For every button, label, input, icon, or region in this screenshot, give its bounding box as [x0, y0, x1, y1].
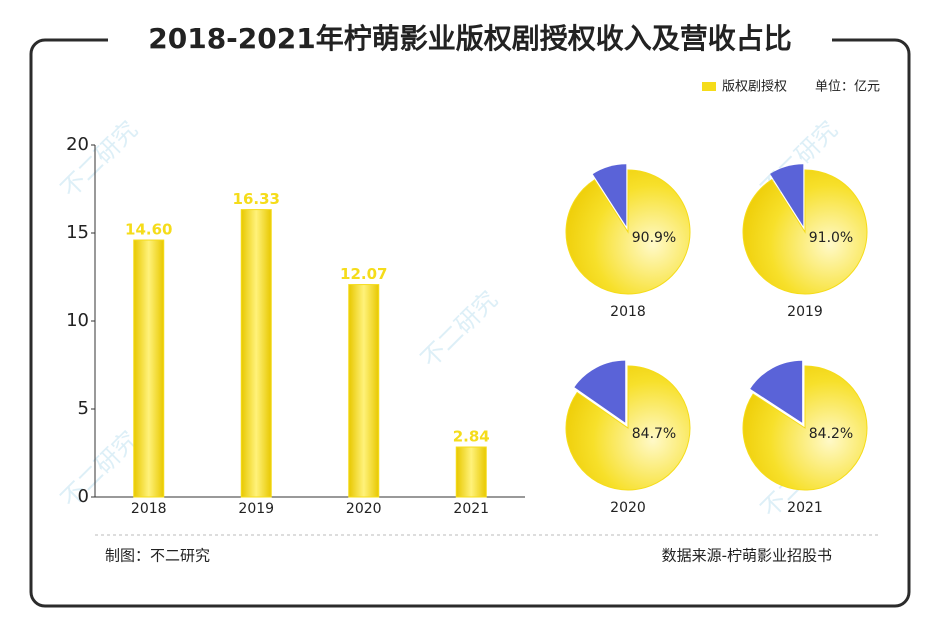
pie-slice — [592, 164, 627, 227]
source: 数据来源-柠萌影业招股书 — [662, 547, 832, 565]
y-tick-label: 5 — [78, 398, 89, 419]
pie-slice — [742, 365, 868, 491]
watermark: 不二研究 — [415, 285, 503, 373]
pie-slice — [770, 164, 804, 227]
bar — [240, 209, 272, 498]
value-label: 2.84 — [453, 428, 490, 446]
pie-slice — [742, 169, 868, 295]
bar — [133, 239, 165, 498]
x-tick-label: 2019 — [238, 501, 274, 517]
pie-title: 2019 — [787, 304, 823, 320]
value-label: 16.33 — [233, 190, 280, 208]
pie-slice — [565, 169, 691, 295]
y-tick-label: 20 — [66, 134, 89, 155]
pie-title: 2018 — [610, 304, 646, 320]
value-label: 14.60 — [125, 221, 172, 239]
x-tick-label: 2020 — [346, 501, 382, 517]
pie-value-label: 84.2% — [809, 426, 853, 442]
unit-label: 单位：亿元 — [815, 80, 880, 95]
pie-title: 2021 — [787, 500, 823, 516]
pie-slice — [750, 360, 803, 423]
watermark: 不二研究 — [55, 115, 143, 203]
y-tick-label: 15 — [66, 222, 89, 243]
pie-value-label: 91.0% — [809, 230, 853, 246]
y-tick-label: 0 — [78, 486, 89, 507]
credit: 制图：不二研究 — [105, 547, 210, 565]
pie-value-label: 90.9% — [632, 230, 676, 246]
bar — [455, 446, 487, 498]
pie-slice — [565, 365, 691, 491]
pie-title: 2020 — [610, 500, 646, 516]
value-label: 12.07 — [340, 265, 387, 283]
pie-value-label: 84.7% — [632, 426, 676, 442]
legend-label: 版权剧授权 — [722, 79, 787, 95]
y-tick-label: 10 — [66, 310, 89, 331]
legend-swatch — [702, 82, 716, 91]
x-tick-label: 2018 — [131, 501, 167, 517]
bar — [348, 284, 380, 498]
pie-slice — [574, 360, 626, 423]
x-tick-label: 2021 — [453, 501, 489, 517]
watermark: 不二研究 — [55, 425, 143, 513]
chart-title: 2018-2021年柠萌影业版权剧授权收入及营收占比 — [148, 22, 791, 55]
title-bg — [108, 22, 832, 60]
